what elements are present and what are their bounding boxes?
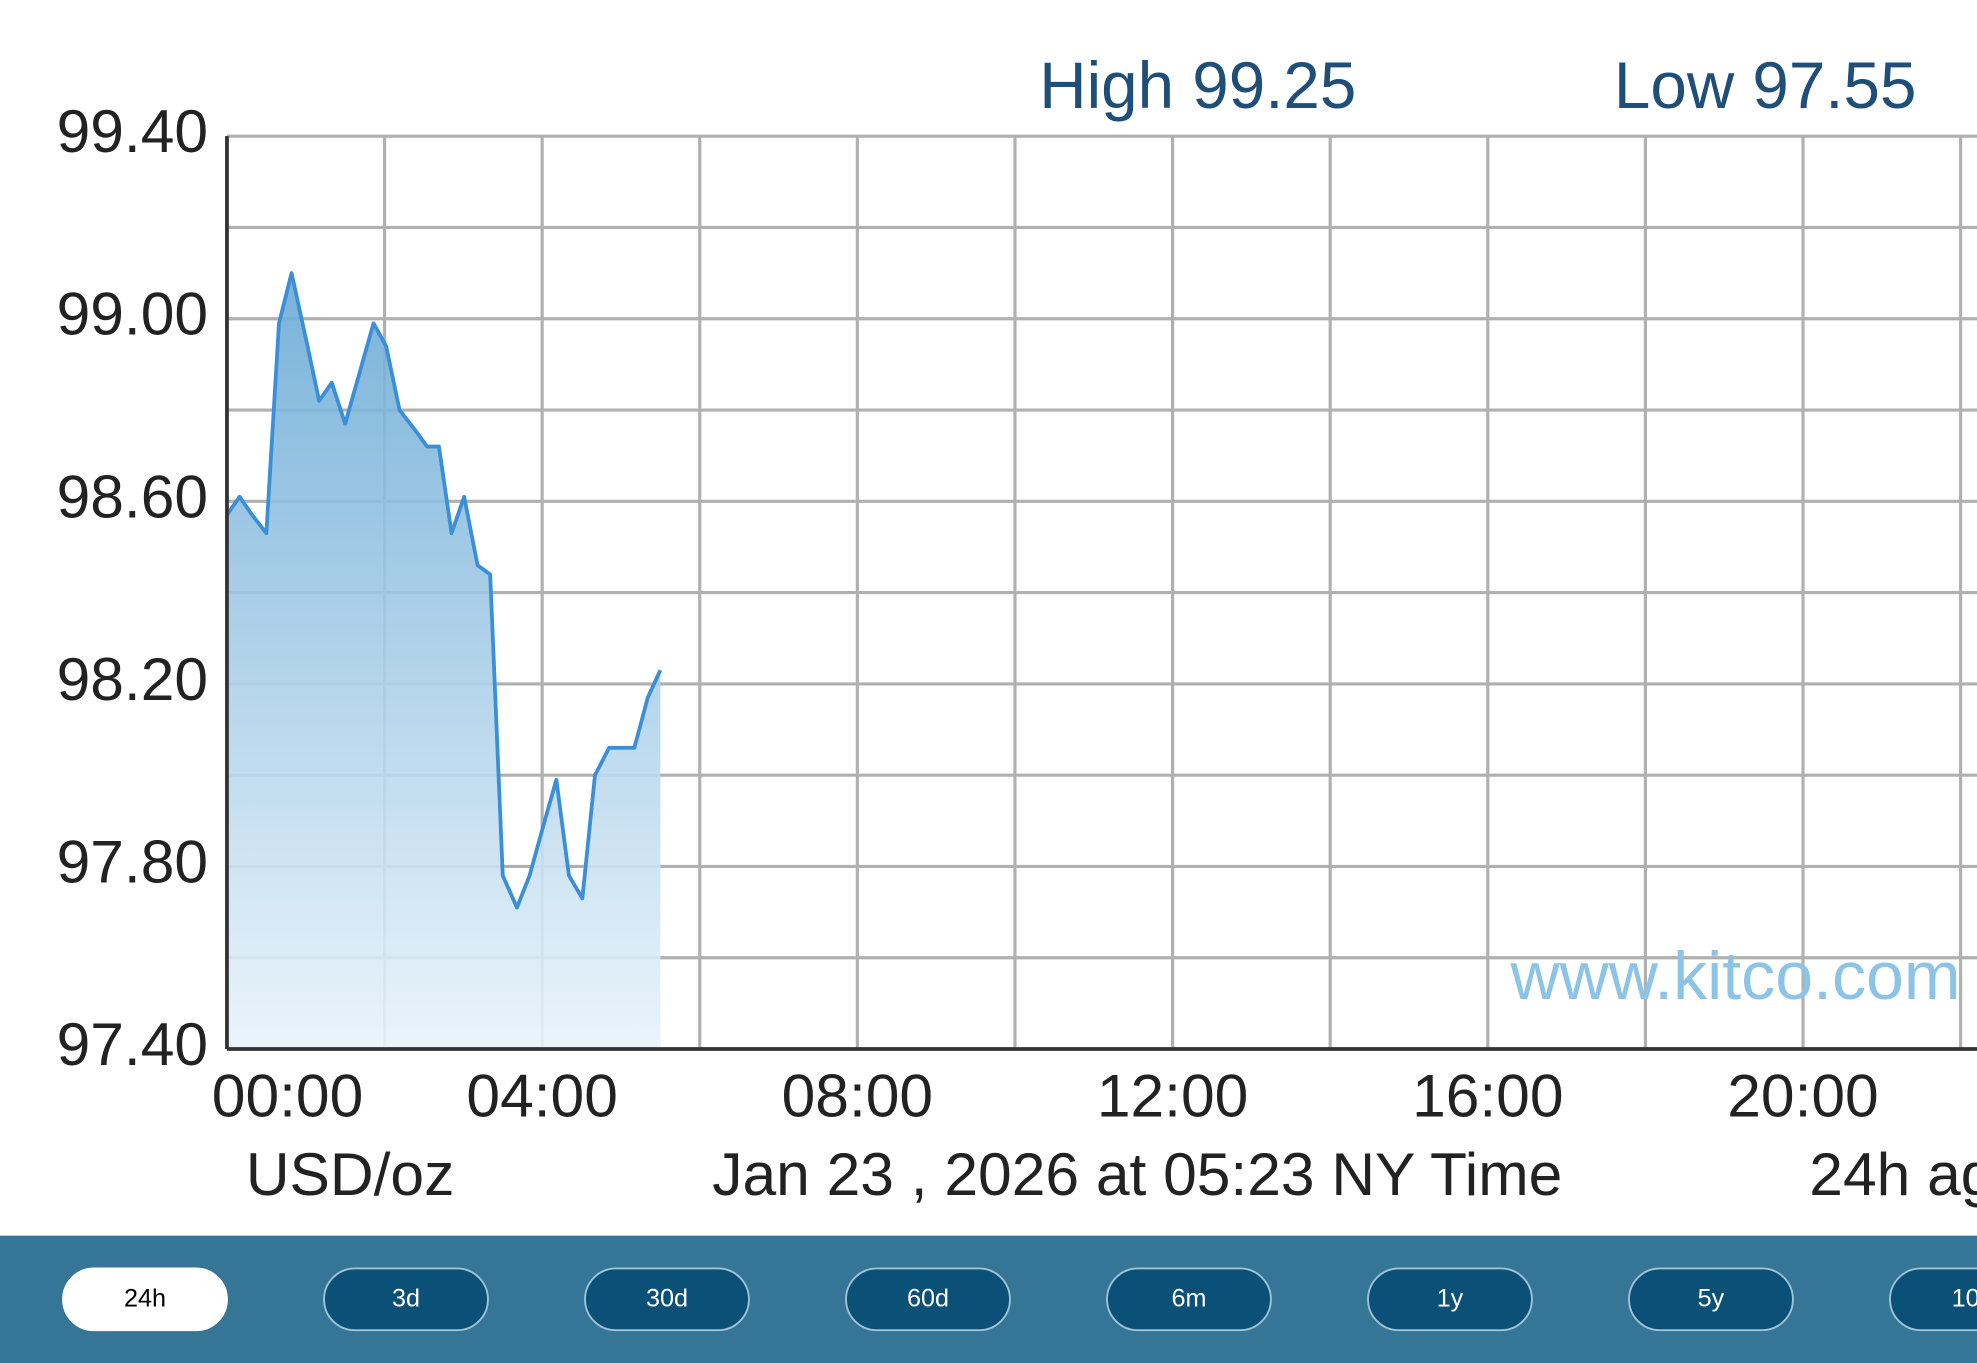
x-tick-label: 00:00 bbox=[212, 1062, 363, 1130]
range-button[interactable] bbox=[62, 1267, 228, 1332]
range-button-label[interactable]: 5y bbox=[1698, 1285, 1725, 1313]
x-tick-label: 12:00 bbox=[1097, 1062, 1248, 1130]
range-button[interactable] bbox=[1628, 1267, 1794, 1332]
range-button[interactable] bbox=[323, 1267, 489, 1332]
x-tick-label: 08:00 bbox=[782, 1062, 933, 1130]
range-button[interactable] bbox=[584, 1267, 750, 1332]
range-button-label[interactable]: 1y bbox=[1437, 1285, 1464, 1313]
range-button-label[interactable]: 60d bbox=[907, 1285, 949, 1313]
x-tick-label: 20:00 bbox=[1727, 1062, 1878, 1130]
watermark: www.kitco.com bbox=[1509, 938, 1960, 1014]
x-tick-label: 04:00 bbox=[466, 1062, 617, 1130]
timestamp: Jan 23 , 2026 at 05:23 NY Time bbox=[712, 1140, 1562, 1208]
plot bbox=[225, 271, 663, 1050]
range-button[interactable] bbox=[1889, 1267, 1977, 1332]
range-buttons: 24h 3d 30d 60d 6m 1y 5y 10y bbox=[62, 1267, 1977, 1332]
range-button-label[interactable]: 6m bbox=[1171, 1285, 1206, 1313]
compare-label: 24h ago bbox=[1809, 1140, 1977, 1208]
labels: 97.40 97.80 98.20 98.60 99.00 99.40 00:00 04:00… bbox=[57, 97, 1879, 1130]
y-tick-label: 98.60 bbox=[57, 462, 208, 530]
range-button-label[interactable]: 3d bbox=[392, 1285, 420, 1313]
area-fill bbox=[226, 273, 661, 1050]
x-tick-label: 16:00 bbox=[1412, 1062, 1563, 1130]
y-tick-label: 99.40 bbox=[57, 97, 208, 165]
range-button-label[interactable]: 10y bbox=[1952, 1285, 1977, 1313]
y-tick-label: 97.80 bbox=[57, 827, 208, 895]
range-button[interactable] bbox=[1367, 1267, 1533, 1332]
unit-label: USD/oz bbox=[246, 1140, 454, 1208]
range-button-label[interactable]: 24h bbox=[124, 1285, 166, 1313]
range-button[interactable] bbox=[845, 1267, 1011, 1332]
range-button[interactable] bbox=[1106, 1267, 1272, 1332]
low-label: Low 97.55 bbox=[1614, 49, 1916, 122]
high-label: High 99.25 bbox=[1039, 49, 1356, 122]
y-tick-label: 97.40 bbox=[57, 1010, 208, 1078]
y-tick-label: 99.00 bbox=[57, 280, 208, 348]
price-line bbox=[225, 271, 663, 910]
y-tick-label: 98.20 bbox=[57, 645, 208, 713]
range-button-label[interactable]: 30d bbox=[646, 1285, 688, 1313]
